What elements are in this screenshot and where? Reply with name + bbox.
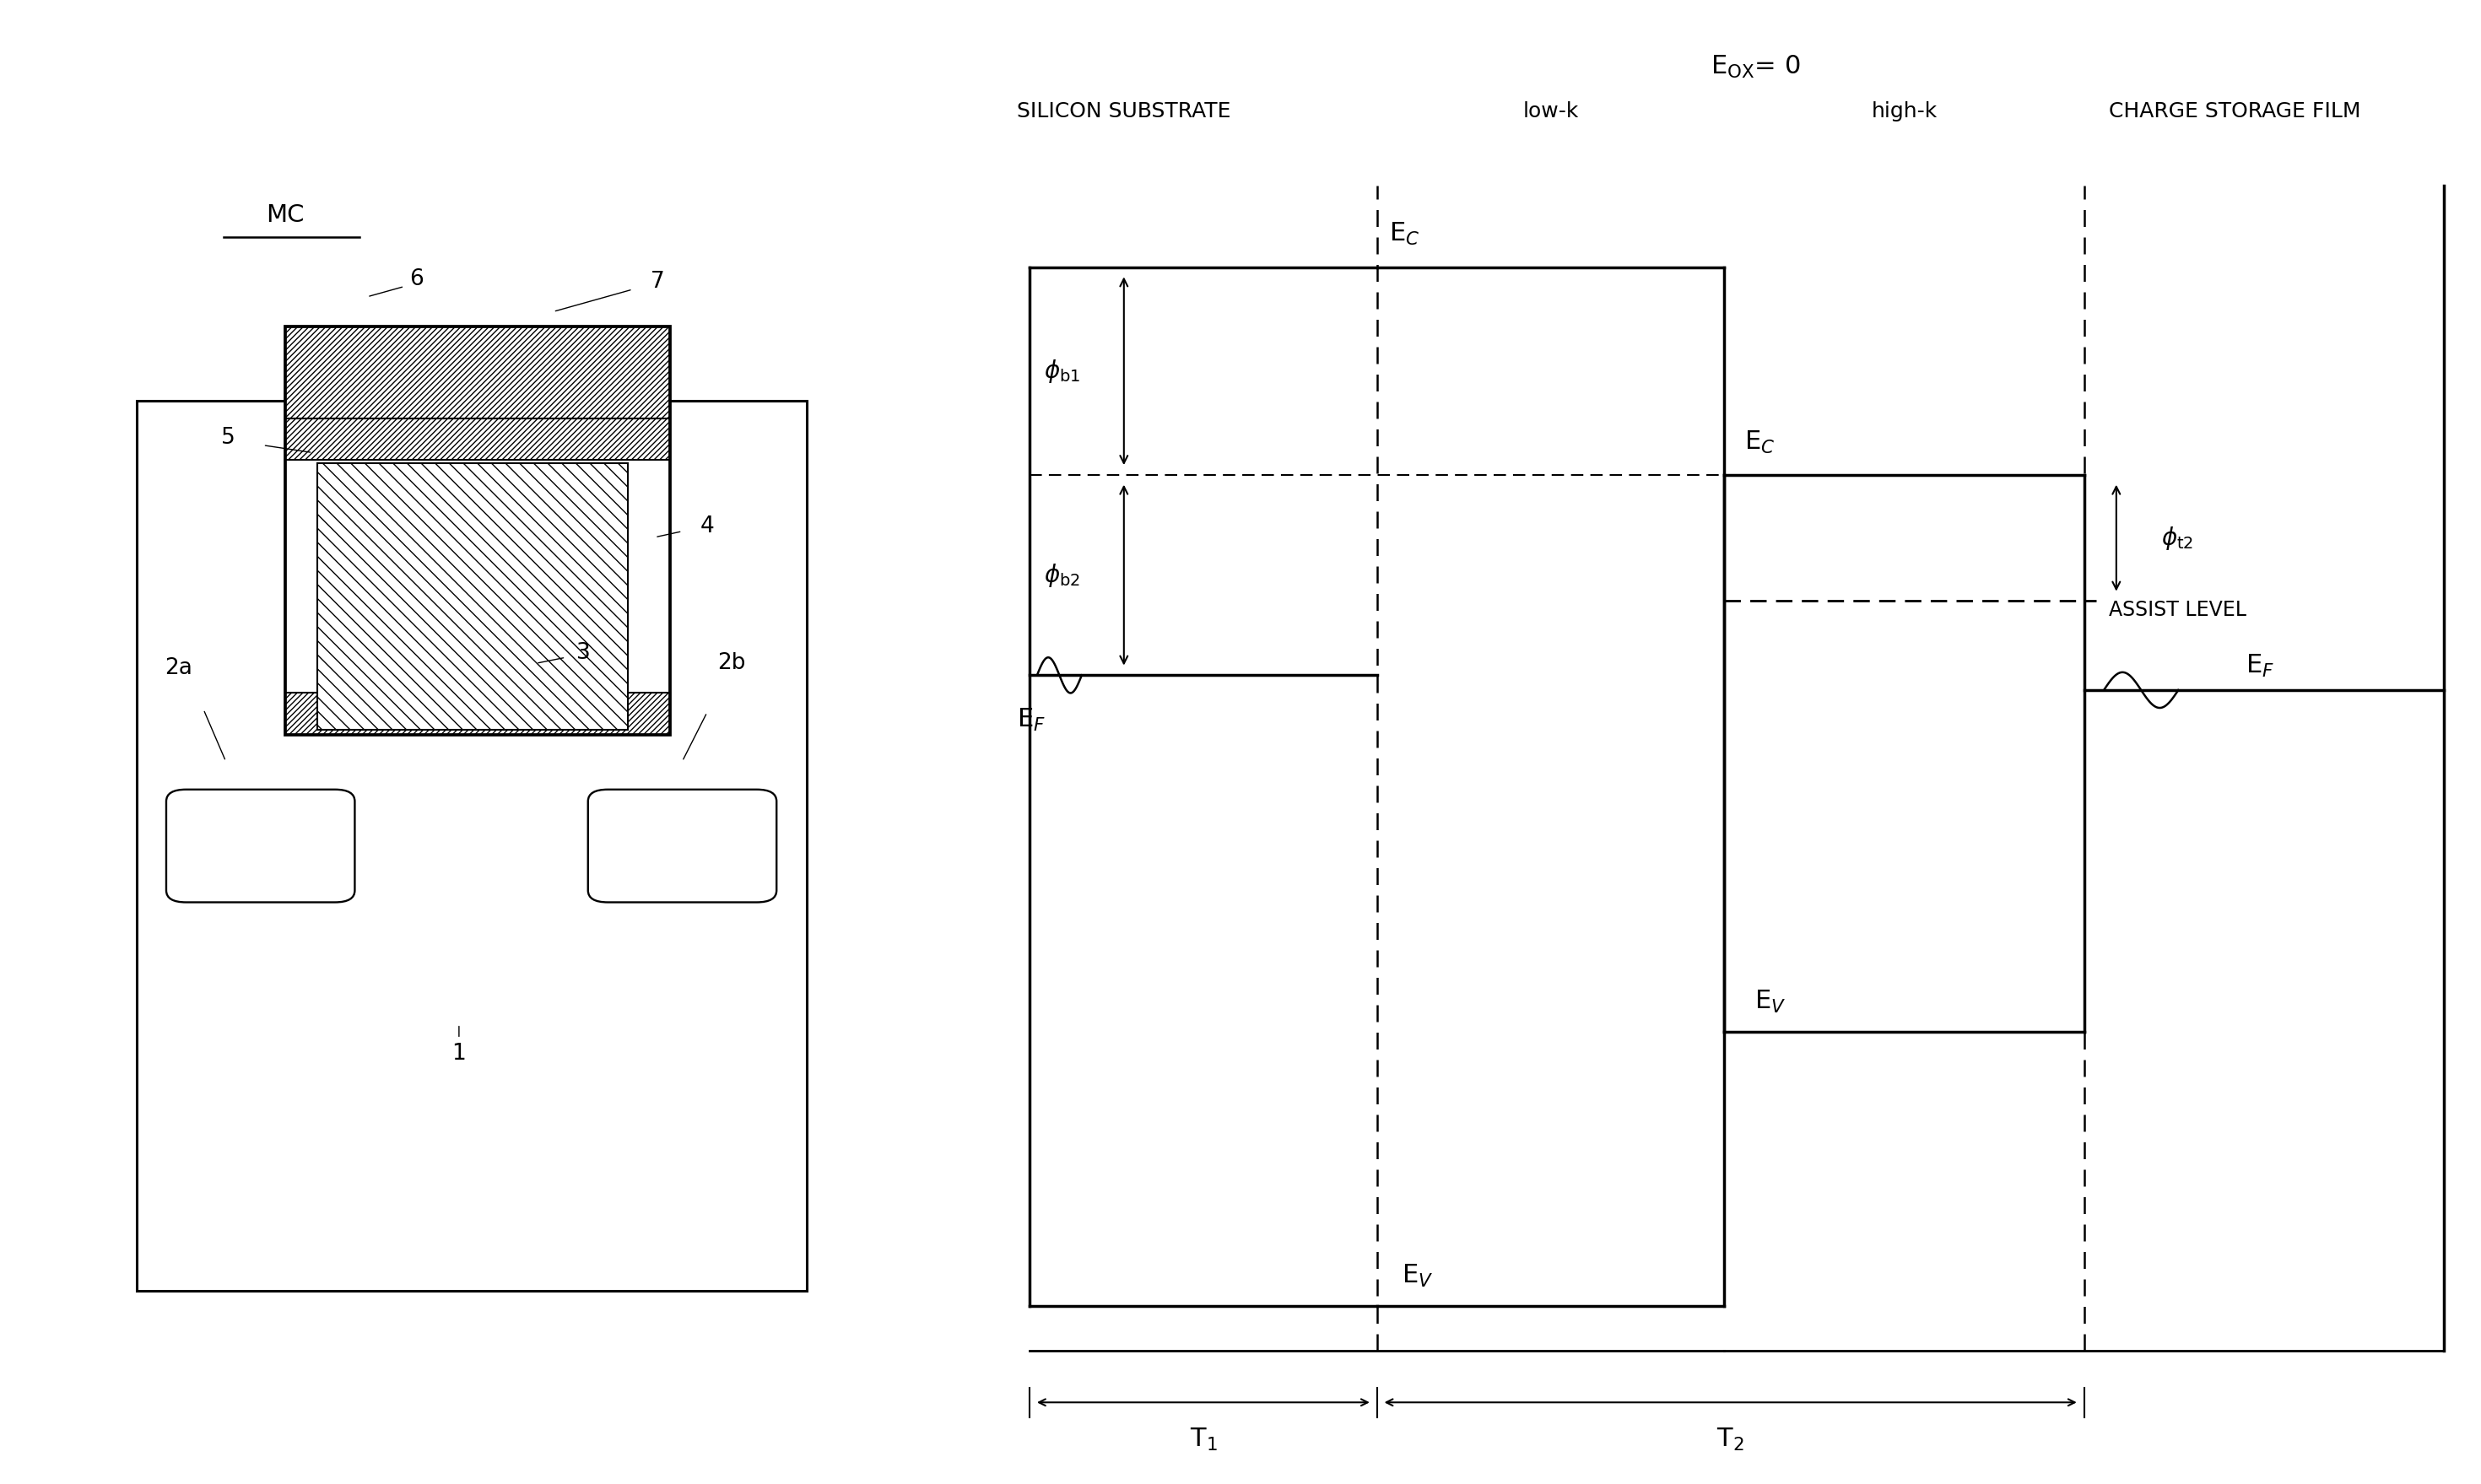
- Text: E$_V$: E$_V$: [1754, 988, 1786, 1015]
- Text: CHARGE STORAGE FILM: CHARGE STORAGE FILM: [2109, 101, 2362, 122]
- Text: E$_V$: E$_V$: [1402, 1263, 1434, 1290]
- Text: high-k: high-k: [1871, 101, 1938, 122]
- Text: 1: 1: [452, 1043, 466, 1064]
- Polygon shape: [318, 463, 628, 730]
- Text: 2b: 2b: [717, 653, 747, 674]
- Text: 7: 7: [650, 272, 665, 292]
- Polygon shape: [285, 326, 670, 418]
- Text: 5: 5: [221, 427, 236, 448]
- Text: T$_1$: T$_1$: [1188, 1426, 1218, 1453]
- Text: low-k: low-k: [1523, 101, 1578, 122]
- Text: 4: 4: [700, 516, 715, 537]
- Polygon shape: [285, 418, 670, 460]
- Text: E$_F$: E$_F$: [1017, 706, 1047, 733]
- Text: 6: 6: [409, 269, 424, 289]
- Text: MC: MC: [265, 203, 305, 227]
- Text: $\phi_{\mathrm{b1}}$: $\phi_{\mathrm{b1}}$: [1045, 358, 1079, 384]
- Text: E$_F$: E$_F$: [2245, 653, 2275, 680]
- Text: SILICON SUBSTRATE: SILICON SUBSTRATE: [1017, 101, 1231, 122]
- Text: $\phi_{\mathrm{t2}}$: $\phi_{\mathrm{t2}}$: [2161, 524, 2193, 552]
- Text: 3: 3: [576, 643, 590, 663]
- Text: 2a: 2a: [164, 657, 194, 678]
- Text: $\phi_{\mathrm{b2}}$: $\phi_{\mathrm{b2}}$: [1045, 561, 1079, 589]
- Text: E$_{\mathrm{OX}}$= 0: E$_{\mathrm{OX}}$= 0: [1709, 53, 1801, 80]
- Text: E$_C$: E$_C$: [1389, 221, 1419, 248]
- Text: E$_C$: E$_C$: [1744, 429, 1774, 456]
- Polygon shape: [285, 693, 670, 735]
- Text: ASSIST LEVEL: ASSIST LEVEL: [2109, 600, 2245, 620]
- Text: T$_2$: T$_2$: [1717, 1426, 1744, 1453]
